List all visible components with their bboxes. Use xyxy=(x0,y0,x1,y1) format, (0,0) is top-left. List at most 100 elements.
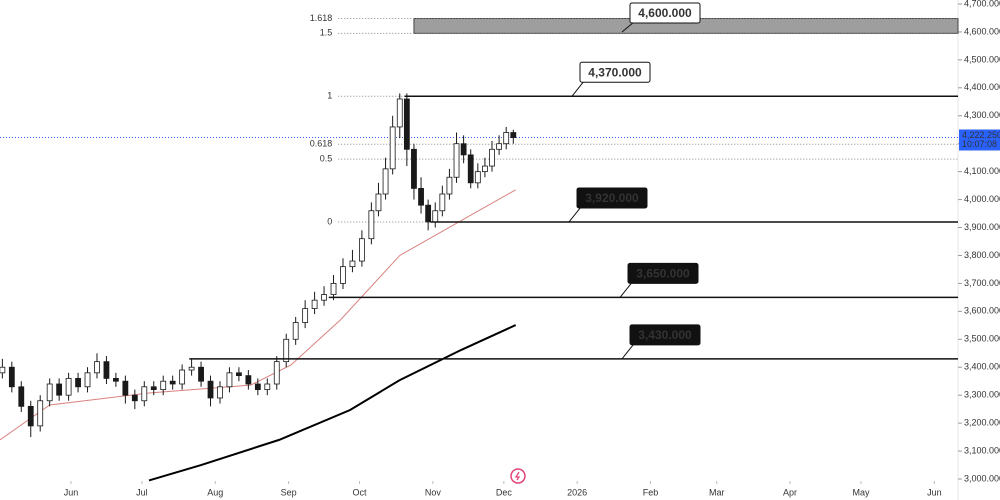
candle-body xyxy=(403,98,410,150)
candle-body xyxy=(273,361,280,385)
candle-body xyxy=(389,126,396,170)
fib-label: 1.5 xyxy=(320,28,333,38)
candle-body xyxy=(439,193,446,212)
level-label-box xyxy=(629,324,701,346)
label-pointer xyxy=(568,206,582,223)
fib-label: 0.5 xyxy=(320,153,333,163)
y-tick-label: 3,400.000 xyxy=(964,362,1000,372)
moving-average xyxy=(0,189,516,441)
candle-body xyxy=(482,165,488,173)
candle-body xyxy=(321,294,327,301)
y-tick-label: 3,200.000 xyxy=(964,417,1000,427)
candle-body xyxy=(474,171,481,184)
candle-body xyxy=(37,400,44,427)
y-tick-label: 4,700.000 xyxy=(964,0,1000,8)
x-tick-label: May xyxy=(853,487,871,497)
candle-body xyxy=(0,366,6,374)
x-tick-label: 2026 xyxy=(567,487,587,497)
candle-body xyxy=(245,375,252,385)
candle-body xyxy=(18,386,25,407)
candle-body xyxy=(131,394,138,402)
candle-body xyxy=(292,322,299,340)
candle-body xyxy=(8,366,15,388)
x-tick-label: Jun xyxy=(64,487,79,497)
candle-body xyxy=(254,383,261,390)
candle-body xyxy=(207,380,214,399)
moving-average xyxy=(148,324,517,482)
x-tick-label: Jun xyxy=(927,487,942,497)
candle-body xyxy=(425,204,432,223)
candle-body xyxy=(113,378,119,382)
label-pointer xyxy=(621,21,635,33)
y-tick-label: 4,300.000 xyxy=(964,110,1000,120)
y-tick-label: 3,800.000 xyxy=(964,250,1000,260)
candle-body xyxy=(46,383,53,402)
candle-body xyxy=(510,132,517,138)
candle-body xyxy=(226,372,233,388)
candle-body xyxy=(453,143,460,178)
candle-body xyxy=(302,308,309,323)
y-tick-label: 3,300.000 xyxy=(964,390,1000,400)
candle-body xyxy=(446,176,453,195)
y-tick-label: 3,500.000 xyxy=(964,334,1000,344)
candle-body xyxy=(375,193,382,212)
y-tick-label: 4,000.000 xyxy=(964,194,1000,204)
y-tick-label: 3,100.000 xyxy=(964,445,1000,455)
fib-label: 0.618 xyxy=(310,139,333,149)
x-tick-label: Mar xyxy=(709,487,725,497)
candle-body xyxy=(65,378,72,396)
candle-body xyxy=(311,299,318,309)
candle-body xyxy=(179,369,186,385)
fib-label: 1 xyxy=(327,91,332,101)
level-label: 3,920.000 xyxy=(585,191,639,205)
y-tick-label: 4,400.000 xyxy=(964,82,1000,92)
x-tick-label: Aug xyxy=(207,487,223,497)
candle-body xyxy=(396,98,403,128)
x-tick-label: Apr xyxy=(783,487,797,497)
y-tick-label: 3,000.000 xyxy=(964,473,1000,483)
candle-body xyxy=(160,380,167,390)
y-tick-label: 3,700.000 xyxy=(964,278,1000,288)
candle-body xyxy=(236,372,242,377)
level-label-box xyxy=(579,61,651,83)
candle-body xyxy=(496,143,503,150)
candle-body xyxy=(349,260,356,268)
fib-label: 1.618 xyxy=(310,13,333,23)
y-tick-label: 3,900.000 xyxy=(964,222,1000,232)
y-tick-label: 4,600.000 xyxy=(964,26,1000,36)
last-price-box xyxy=(959,129,1000,151)
candle-body xyxy=(467,154,474,184)
candle-body xyxy=(94,361,100,374)
label-pointer xyxy=(571,80,585,97)
candle-body xyxy=(122,380,129,396)
label-pointer xyxy=(619,282,633,298)
level-label: 3,430.000 xyxy=(638,328,692,342)
candle-body xyxy=(264,383,271,390)
x-tick-label: Dec xyxy=(496,487,513,497)
candle-body xyxy=(340,266,346,284)
candle-body xyxy=(283,338,290,363)
y-tick-label: 4,500.000 xyxy=(964,54,1000,64)
candle-body xyxy=(368,210,375,240)
x-tick-label: Jul xyxy=(136,487,148,497)
x-tick-label: Nov xyxy=(425,487,442,497)
level-label: 4,600.000 xyxy=(638,6,692,20)
fib-label: 0 xyxy=(327,216,332,226)
candle-body xyxy=(503,132,510,145)
countdown-label: 10:07:08 xyxy=(962,139,997,149)
level-label: 3,650.000 xyxy=(636,267,690,281)
level-label: 4,370.000 xyxy=(588,65,642,79)
candle-body xyxy=(217,386,223,399)
x-tick-label: Feb xyxy=(643,487,659,497)
candle-body xyxy=(418,188,424,206)
candle-body xyxy=(359,238,365,262)
y-tick-label: 4,100.000 xyxy=(964,166,1000,176)
level-label-box xyxy=(627,262,699,284)
x-tick-label: Sep xyxy=(281,487,297,497)
last-price-label: 4,222.250 xyxy=(962,130,1000,140)
candle-body xyxy=(27,405,34,427)
y-tick-label: 3,600.000 xyxy=(964,306,1000,316)
level-label-box xyxy=(576,187,648,209)
level-label-box xyxy=(629,2,701,24)
candle-body xyxy=(382,168,389,195)
